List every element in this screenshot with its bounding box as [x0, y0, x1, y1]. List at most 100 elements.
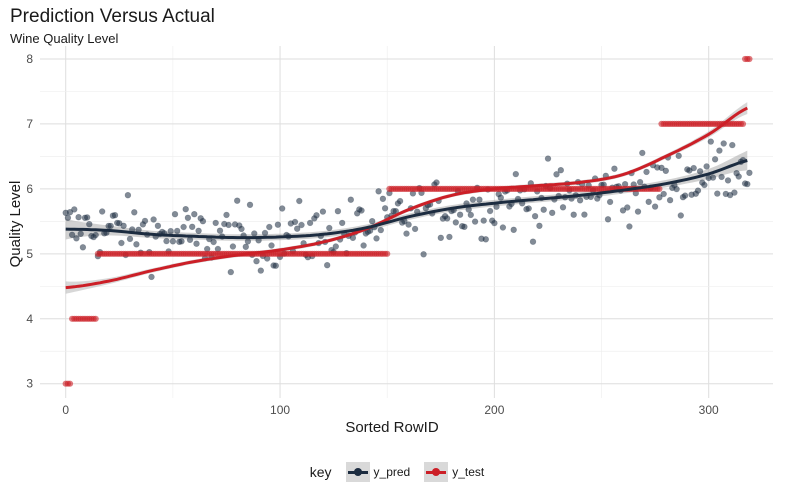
pred-point	[420, 251, 427, 258]
pred-point	[696, 168, 704, 175]
pred-point	[711, 156, 719, 163]
pred-point	[452, 219, 459, 226]
pred-point	[272, 262, 279, 269]
pred-point	[261, 229, 269, 237]
chart-canvas: 0 100 200 300 3 4 5 6 7 8 Sorted RowID Quality Le…	[7, 46, 773, 436]
pred-point	[544, 155, 552, 162]
pred-point	[111, 212, 119, 219]
pred-point	[405, 221, 412, 228]
pred-point	[210, 238, 217, 246]
legend-swatch-y-pred	[345, 462, 370, 482]
pred-point	[553, 171, 560, 178]
pred-point	[66, 209, 74, 216]
pred-point	[690, 164, 697, 172]
x-tick-label: 200	[484, 403, 504, 417]
pred-point	[186, 236, 194, 244]
pred-point	[548, 209, 556, 217]
pred-point	[167, 227, 174, 235]
pred-point	[163, 237, 170, 245]
pred-point	[651, 203, 659, 210]
pred-point	[701, 181, 708, 189]
pred-point	[77, 230, 84, 238]
test-point	[384, 250, 391, 257]
pred-point	[636, 178, 644, 186]
test-point	[746, 55, 753, 63]
pred-point	[480, 217, 487, 224]
pred-point	[403, 230, 410, 237]
legend-swatch-y-test	[424, 462, 449, 482]
pred-point	[606, 198, 614, 206]
pred-point	[212, 219, 219, 227]
pred-point	[360, 242, 367, 249]
pred-point	[645, 198, 652, 206]
y-tick-label: 5	[26, 247, 33, 261]
pred-point	[279, 205, 286, 212]
pred-point	[731, 189, 738, 196]
pred-point	[557, 167, 564, 174]
x-tick-label: 100	[270, 403, 290, 417]
pred-point	[662, 167, 669, 175]
pred-point	[411, 225, 419, 233]
pred-point	[639, 149, 646, 157]
pred-point	[529, 238, 537, 245]
pred-point	[124, 192, 132, 199]
pred-point	[570, 211, 577, 218]
pred-point	[227, 268, 235, 276]
pred-point	[540, 206, 547, 213]
pred-point	[131, 209, 138, 216]
pred-point	[718, 173, 725, 181]
y-tick-label: 7	[26, 117, 33, 131]
pred-point	[433, 179, 440, 186]
test-point	[66, 380, 74, 387]
pred-point	[626, 223, 633, 230]
pred-point	[141, 217, 149, 225]
pred-point	[456, 211, 464, 218]
x-tick-label: 0	[62, 403, 69, 417]
pred-point	[133, 241, 140, 248]
test-point	[92, 315, 99, 322]
pred-point	[476, 196, 483, 203]
pred-point	[79, 244, 87, 251]
pred-point	[148, 273, 155, 281]
pred-point	[581, 211, 588, 218]
pred-point	[482, 236, 489, 243]
pred-point	[334, 208, 342, 215]
pred-point	[559, 204, 567, 211]
pred-point	[373, 235, 380, 242]
pred-point	[656, 194, 663, 201]
pred-point	[531, 213, 539, 220]
legend-dot-y-pred	[353, 468, 362, 476]
pred-point	[694, 187, 702, 194]
legend-entry-y-pred: y_pred	[345, 462, 410, 482]
pred-point	[675, 152, 682, 160]
pred-point	[274, 221, 282, 228]
pred-point	[118, 239, 125, 247]
pred-trend-line	[65, 159, 748, 240]
confidence-bands	[65, 102, 748, 294]
pred-point	[536, 222, 543, 230]
pred-point	[347, 196, 354, 203]
pred-point	[257, 267, 264, 274]
pred-point	[720, 140, 727, 147]
pred-point	[92, 231, 99, 239]
pred-point	[709, 174, 717, 181]
pred-point	[471, 218, 479, 225]
pred-point	[677, 212, 684, 219]
pred-point	[729, 141, 736, 149]
pred-point	[71, 206, 78, 213]
pred-point	[624, 204, 631, 211]
pred-point	[396, 197, 404, 205]
pred-point	[724, 177, 732, 184]
pred-point	[291, 218, 299, 226]
pred-point	[169, 238, 177, 245]
legend-title: key	[309, 464, 332, 480]
pred-point	[681, 192, 689, 199]
pred-point	[251, 230, 258, 237]
test-point	[739, 120, 747, 127]
pred-point	[326, 224, 333, 232]
pred-point	[377, 226, 384, 234]
legend-entry-y-test: y_test	[424, 462, 484, 482]
pred-point	[296, 197, 303, 205]
pred-point	[64, 214, 72, 222]
pred-point	[379, 195, 387, 203]
